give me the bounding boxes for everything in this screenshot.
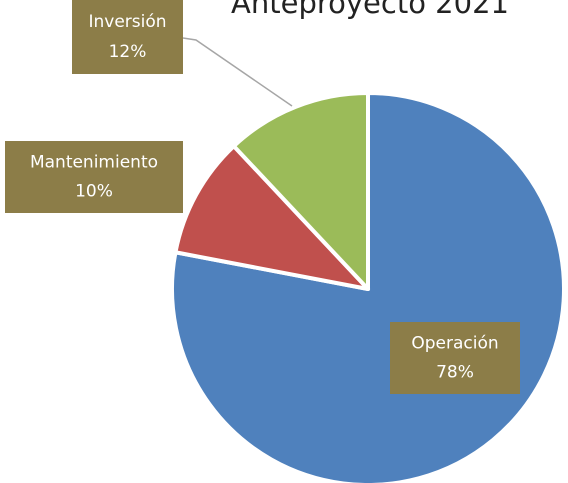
leader-line <box>182 37 293 107</box>
chart-title: Anteproyecto 2021 <box>231 0 509 20</box>
value-label: 78% <box>436 362 474 382</box>
value-label: 12% <box>109 42 147 62</box>
value-label: 10% <box>75 181 113 201</box>
category-label: Inversión <box>88 12 166 32</box>
label-box <box>72 0 183 74</box>
label-box <box>390 322 520 394</box>
pie-slice <box>173 144 370 291</box>
category-label: Mantenimiento <box>30 153 158 173</box>
pie-slice <box>231 91 370 291</box>
category-label: Operación <box>411 334 498 354</box>
label-box <box>5 141 183 213</box>
